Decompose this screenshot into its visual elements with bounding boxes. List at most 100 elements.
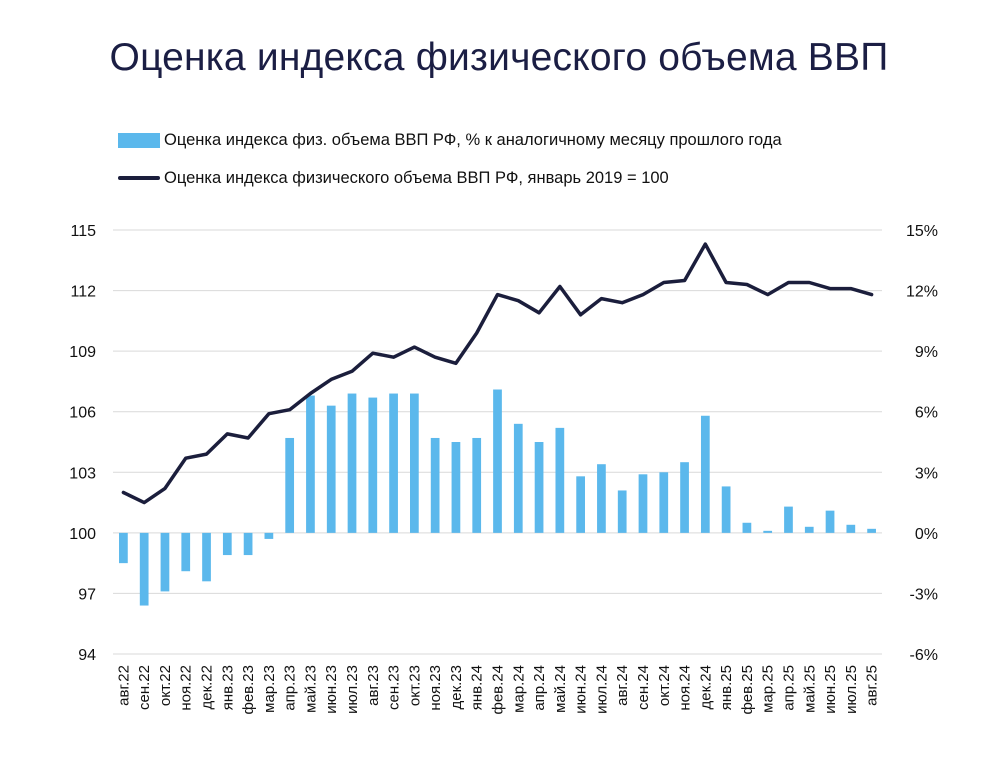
bar xyxy=(617,490,627,533)
bar xyxy=(555,427,565,533)
chart-title: Оценка индекса физического объема ВВП xyxy=(109,36,889,79)
legend-label-bars: Оценка индекса физ. объема ВВП РФ, % к а… xyxy=(164,130,782,149)
x-tick-label: авг.22 xyxy=(115,665,132,706)
x-tick-label: мар.24 xyxy=(510,665,527,713)
y-right-tick-label: 9% xyxy=(915,344,938,361)
x-tick-label: июл.24 xyxy=(593,665,610,714)
y-left-tick-label: 103 xyxy=(69,465,96,482)
x-tick-label: мар.23 xyxy=(261,665,278,713)
bar xyxy=(202,532,211,582)
x-tick-label: фев.23 xyxy=(240,665,257,715)
x-tick-label: янв.24 xyxy=(469,665,486,710)
x-tick-label: май.25 xyxy=(801,665,818,713)
x-tick-label: мар.25 xyxy=(760,665,777,713)
x-tick-label: сен.24 xyxy=(635,665,652,710)
bar xyxy=(493,389,502,533)
bar xyxy=(513,423,523,533)
bar xyxy=(410,393,419,533)
x-tick-label: июн.24 xyxy=(573,665,590,714)
x-tick-label: июн.23 xyxy=(323,665,340,714)
y-right-tick-label: 15% xyxy=(906,223,938,240)
bar xyxy=(181,532,191,572)
x-tick-label: сен.22 xyxy=(136,665,153,710)
bar xyxy=(597,464,606,533)
bar xyxy=(119,532,128,564)
y-axis-right: 15% 12% 9% 6% 3% 0% -3% -6% xyxy=(906,223,938,664)
bar xyxy=(804,526,814,533)
bar xyxy=(680,462,689,533)
x-tick-label: июн.25 xyxy=(822,665,839,714)
x-tick-label: авг.24 xyxy=(614,665,631,706)
x-tick-label: июл.23 xyxy=(344,665,361,714)
x-tick-label: апр.24 xyxy=(531,665,548,711)
y-left-tick-label: 109 xyxy=(69,344,96,361)
bar xyxy=(306,395,315,533)
x-tick-label: янв.23 xyxy=(219,665,236,710)
y-left-tick-label: 106 xyxy=(69,405,96,422)
bar xyxy=(784,506,793,533)
bar xyxy=(638,474,648,533)
bar xyxy=(700,415,710,533)
bar xyxy=(472,437,482,533)
x-tick-label: дек.23 xyxy=(448,665,465,710)
bar xyxy=(825,510,835,533)
legend-swatch-line xyxy=(118,176,160,180)
bar xyxy=(451,442,461,533)
y-left-tick-label: 112 xyxy=(70,284,96,301)
x-tick-label: дек.24 xyxy=(697,665,714,710)
line-series xyxy=(121,242,874,505)
bar xyxy=(867,528,876,533)
bar xyxy=(659,472,669,533)
x-tick-label: ноя.23 xyxy=(427,665,444,711)
x-tick-label: фев.25 xyxy=(739,665,756,715)
bar xyxy=(534,442,544,533)
y-left-tick-label: 94 xyxy=(78,647,96,664)
x-tick-label: апр.25 xyxy=(780,665,797,711)
y-left-tick-label: 97 xyxy=(78,586,96,603)
y-left-tick-label: 115 xyxy=(70,223,96,240)
x-tick-label: дек.22 xyxy=(199,665,216,710)
bar xyxy=(389,393,398,533)
y-axis-left: 115 112 109 106 103 100 97 94 xyxy=(69,223,96,664)
legend: Оценка индекса физ. объема ВВП РФ, % к а… xyxy=(118,130,782,206)
y-left-tick-label: 100 xyxy=(69,526,96,543)
legend-label-line: Оценка индекса физического объема ВВП РФ… xyxy=(164,168,669,187)
bar xyxy=(347,393,357,533)
bar xyxy=(763,530,773,533)
series-line xyxy=(121,242,874,505)
bar xyxy=(243,532,253,556)
legend-item-bars: Оценка индекса физ. объема ВВП РФ, % к а… xyxy=(118,130,782,150)
bar xyxy=(326,405,336,533)
bar xyxy=(368,397,378,533)
bar xyxy=(742,522,752,533)
x-tick-label: май.23 xyxy=(302,665,319,713)
bar xyxy=(285,437,295,533)
x-tick-label: сен.23 xyxy=(386,665,403,710)
x-tick-label: ноя.24 xyxy=(677,665,694,711)
y-right-tick-label: -6% xyxy=(910,647,938,664)
bar xyxy=(139,532,149,606)
x-tick-label: июл.25 xyxy=(843,665,860,714)
x-tick-label: авг.23 xyxy=(365,665,382,706)
bar-series xyxy=(119,389,876,606)
x-tick-label: янв.25 xyxy=(718,665,735,710)
bar xyxy=(721,486,731,533)
bar xyxy=(430,437,440,533)
x-tick-label: окт.24 xyxy=(656,665,673,706)
x-tick-label: апр.23 xyxy=(282,665,299,711)
x-tick-label: май.24 xyxy=(552,665,569,713)
x-tick-label: окт.23 xyxy=(406,665,423,706)
y-right-tick-label: 12% xyxy=(906,284,938,301)
bar xyxy=(222,532,232,556)
y-right-tick-label: 6% xyxy=(915,405,938,422)
x-tick-label: авг.25 xyxy=(864,665,881,706)
bar xyxy=(264,532,274,539)
x-tick-label: ноя.22 xyxy=(178,665,195,711)
legend-swatch-bars xyxy=(118,132,160,148)
bar xyxy=(846,524,856,533)
x-tick-label: окт.22 xyxy=(157,665,174,706)
bar xyxy=(160,532,170,592)
x-tick-label: фев.24 xyxy=(490,665,507,715)
x-axis: авг.22 сен.22 окт.22 ноя.22 дек.22 янв.23 фев.… xyxy=(115,665,880,715)
